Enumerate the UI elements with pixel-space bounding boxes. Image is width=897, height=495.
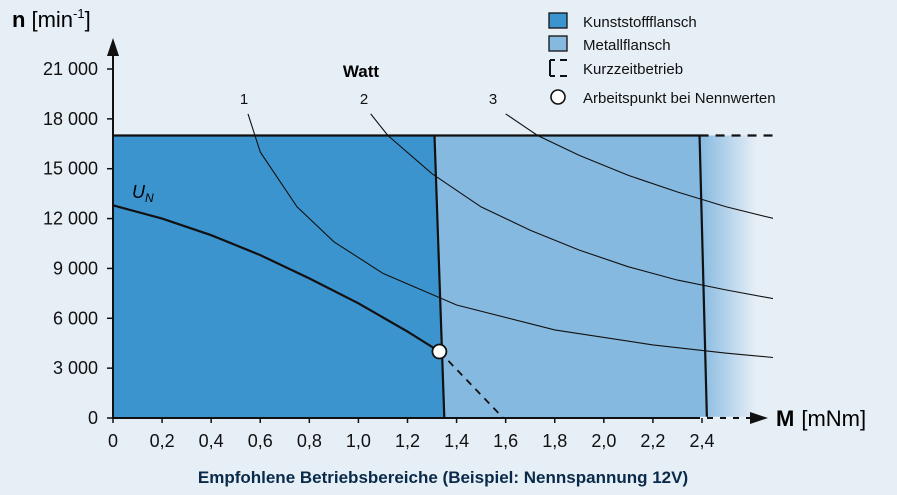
watt-label: Watt — [343, 62, 380, 81]
chart-caption: Empfohlene Betriebsbereiche (Beispiel: N… — [198, 468, 688, 487]
legend-swatch-metall — [548, 35, 568, 52]
legend-swatch-kunststoff — [548, 12, 568, 29]
x-tick-label: 0,8 — [297, 431, 322, 451]
legend-dashed-bracket-icon — [549, 59, 567, 77]
x-tick-label: 2,2 — [640, 431, 665, 451]
y-tick-label: 3 000 — [53, 358, 98, 378]
y-tick-label: 15 000 — [43, 159, 98, 179]
legend-label-kunststoff: Kunststoffflansch — [583, 14, 697, 31]
un-curve-label: UN — [132, 182, 154, 205]
x-tick-label: 2,4 — [689, 431, 714, 451]
y-tick-label: 12 000 — [43, 209, 98, 229]
x-tick-label: 0 — [108, 431, 118, 451]
y-tick-label: 9 000 — [53, 258, 98, 278]
kunststoff-region — [113, 135, 445, 418]
y-tick-label: 21 000 — [43, 59, 98, 79]
y-tick-label: 6 000 — [53, 308, 98, 328]
x-tick-label: 1,6 — [493, 431, 518, 451]
x-axis-label: M [mNm] — [776, 406, 866, 431]
x-axis-label-symbol: M — [776, 406, 794, 431]
y-axis-label-symbol: n — [12, 7, 25, 32]
power-curve-label-1: 1 — [240, 91, 248, 108]
x-axis-arrow — [750, 412, 768, 424]
power-curve-label-3: 3 — [489, 91, 497, 108]
un-label-main: U — [132, 182, 146, 202]
x-axis-label-unit: [mNm] — [801, 406, 866, 431]
un-curve — [112, 204, 440, 353]
x-axis-ticks: 0 0,2 0,4 0,6 0,8 1,0 1,2 1,4 1,6 1,8 2,0 2,2 2,4 — [108, 418, 715, 451]
y-tick-label: 0 — [88, 408, 98, 428]
power-curve-2 — [370, 113, 773, 300]
metall-region — [434, 135, 707, 418]
y-tick-label: 18 000 — [43, 109, 98, 129]
y-axis-ticks: 0 3 000 6 000 9 000 12 000 15 000 18 000 21 000 — [43, 59, 113, 428]
un-dashed-extension — [438, 350, 504, 419]
y-axis-label-unit: [min — [31, 7, 73, 32]
y-axis-label-close: ] — [85, 7, 91, 32]
legend-circle-icon — [550, 89, 566, 105]
y-axis-label-superscript: -1 — [73, 6, 85, 21]
y-axis-label: n [min-1] — [12, 6, 91, 32]
x-tick-label: 0,2 — [150, 431, 175, 451]
un-label-subscript: N — [145, 191, 154, 205]
x-tick-label: 0,4 — [199, 431, 224, 451]
x-tick-label: 1,0 — [346, 431, 371, 451]
legend-label-arbeitspunkt: Arbeitspunkt bei Nennwerten — [583, 90, 776, 107]
x-tick-label: 2,0 — [591, 431, 616, 451]
power-curve-1 — [247, 113, 773, 359]
x-tick-label: 1,8 — [542, 431, 567, 451]
power-curve-label-2: 2 — [360, 91, 368, 108]
legend: Kunststoffflansch Metallflansch Kurzzeit… — [548, 12, 776, 107]
legend-label-metall: Metallflansch — [583, 37, 671, 54]
x-tick-label: 1,4 — [444, 431, 469, 451]
x-tick-label: 0,6 — [248, 431, 273, 451]
metall-boundary — [698, 135, 709, 419]
x-tick-label: 1,2 — [395, 431, 420, 451]
kunststoff-boundary — [433, 135, 446, 419]
power-curve-labels: 1 2 3 — [240, 91, 497, 108]
legend-label-kurzzeit: Kurzzeitbetrieb — [583, 61, 683, 78]
y-axis-arrow — [107, 38, 119, 56]
operating-point-marker — [431, 343, 448, 360]
fade-region — [699, 135, 766, 418]
